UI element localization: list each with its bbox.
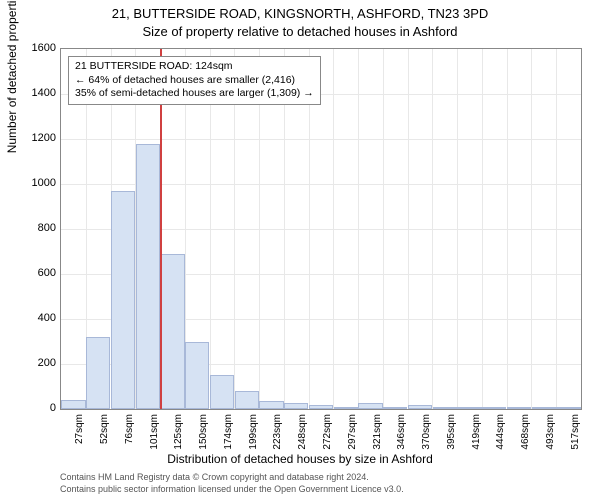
grid-line-v	[383, 49, 384, 409]
x-tick-label: 223sqm	[272, 414, 283, 454]
grid-line-v	[457, 49, 458, 409]
x-tick-label: 297sqm	[347, 414, 358, 454]
grid-line-h	[61, 139, 581, 140]
y-axis-label: Number of detached properties	[5, 0, 19, 153]
x-tick-label: 101sqm	[149, 414, 160, 454]
histogram-bar	[457, 407, 481, 409]
x-tick-label: 444sqm	[495, 414, 506, 454]
chart-title-sub: Size of property relative to detached ho…	[0, 24, 600, 39]
histogram-bar	[433, 407, 457, 409]
histogram-bar	[259, 401, 283, 409]
x-tick-label: 76sqm	[124, 414, 135, 454]
credit-line-2: Contains public sector information licen…	[60, 484, 404, 494]
y-tick-label: 1600	[6, 42, 56, 54]
grid-line-v	[482, 49, 483, 409]
x-tick-label: 248sqm	[297, 414, 308, 454]
grid-line-v	[556, 49, 557, 409]
y-tick-label: 800	[6, 222, 56, 234]
histogram-bar	[309, 405, 333, 410]
histogram-bar	[532, 407, 556, 409]
annotation-line: 35% of semi-detached houses are larger (…	[75, 87, 314, 101]
grid-line-v	[358, 49, 359, 409]
histogram-bar	[136, 144, 160, 410]
annotation-box: 21 BUTTERSIDE ROAD: 124sqm← 64% of detac…	[68, 56, 321, 105]
x-tick-label: 493sqm	[545, 414, 556, 454]
x-tick-label: 370sqm	[421, 414, 432, 454]
x-tick-label: 395sqm	[446, 414, 457, 454]
histogram-bar	[235, 391, 259, 409]
histogram-bar	[61, 400, 85, 409]
histogram-bar	[482, 407, 506, 409]
x-tick-label: 174sqm	[223, 414, 234, 454]
x-tick-label: 517sqm	[570, 414, 581, 454]
x-tick-label: 468sqm	[520, 414, 531, 454]
grid-line-v	[408, 49, 409, 409]
grid-line-v	[432, 49, 433, 409]
y-tick-label: 1200	[6, 132, 56, 144]
histogram-bar	[358, 403, 382, 409]
y-tick-label: 400	[6, 312, 56, 324]
histogram-bar	[507, 407, 531, 409]
y-tick-label: 200	[6, 357, 56, 369]
x-tick-label: 321sqm	[372, 414, 383, 454]
grid-line-v	[531, 49, 532, 409]
histogram-bar	[383, 407, 407, 409]
x-tick-label: 272sqm	[322, 414, 333, 454]
credit-line-1: Contains HM Land Registry data © Crown c…	[60, 472, 369, 482]
x-tick-label: 52sqm	[99, 414, 110, 454]
y-tick-label: 600	[6, 267, 56, 279]
y-tick-label: 0	[6, 402, 56, 414]
y-tick-label: 1400	[6, 87, 56, 99]
histogram-bar	[185, 342, 209, 410]
histogram-bar	[408, 405, 432, 409]
grid-line-v	[507, 49, 508, 409]
chart-container: 21, BUTTERSIDE ROAD, KINGSNORTH, ASHFORD…	[0, 0, 600, 500]
annotation-line: 21 BUTTERSIDE ROAD: 124sqm	[75, 60, 314, 74]
histogram-bar	[111, 191, 135, 409]
histogram-bar	[556, 407, 580, 409]
x-tick-label: 346sqm	[396, 414, 407, 454]
x-tick-label: 419sqm	[471, 414, 482, 454]
histogram-bar	[334, 407, 358, 409]
x-tick-label: 199sqm	[248, 414, 259, 454]
histogram-bar	[210, 375, 234, 409]
histogram-bar	[86, 337, 110, 409]
histogram-bar	[284, 403, 308, 409]
x-tick-label: 150sqm	[198, 414, 209, 454]
x-tick-label: 125sqm	[173, 414, 184, 454]
chart-title-main: 21, BUTTERSIDE ROAD, KINGSNORTH, ASHFORD…	[0, 6, 600, 21]
histogram-bar	[160, 254, 184, 409]
y-tick-label: 1000	[6, 177, 56, 189]
grid-line-v	[333, 49, 334, 409]
annotation-line: ← 64% of detached houses are smaller (2,…	[75, 74, 314, 88]
x-axis-label: Distribution of detached houses by size …	[0, 452, 600, 466]
x-tick-label: 27sqm	[74, 414, 85, 454]
